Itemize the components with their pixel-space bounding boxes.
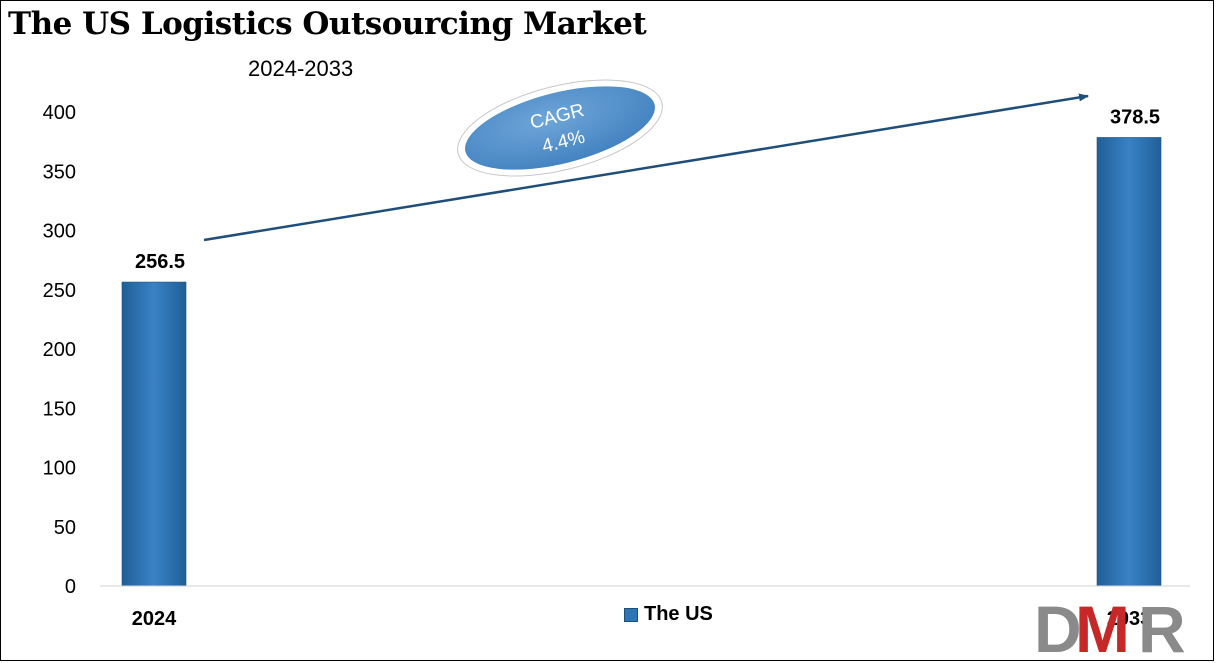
dmr-logo: D M R: [1034, 592, 1189, 663]
x-tick-label-2033: 2033: [1107, 608, 1152, 630]
y-tick-label: 200: [43, 339, 76, 361]
svg-text:R: R: [1138, 592, 1185, 663]
y-tick-label: 400: [43, 102, 76, 124]
legend-swatch: [624, 607, 638, 622]
y-tick-label: 150: [43, 398, 76, 420]
data-label-2033: 378.5: [1110, 106, 1160, 128]
data-label-2024: 256.5: [135, 251, 185, 273]
y-tick-label: 350: [43, 161, 76, 183]
legend-label: The US: [644, 603, 713, 625]
chart-subtitle: 2024-2033: [248, 56, 354, 81]
y-tick-label: 300: [43, 221, 76, 243]
legend: The US: [624, 603, 713, 626]
chart-title: The US Logistics Outsourcing Market: [8, 6, 647, 42]
y-tick-label: 250: [43, 280, 76, 302]
y-tick-label: 50: [54, 517, 76, 539]
cagr-arrow: [203, 93, 1089, 242]
bar-2033: [1096, 137, 1162, 587]
y-tick-label: 100: [43, 458, 76, 480]
bar-2024: [121, 281, 187, 587]
dmr-logo-text: D: [1034, 592, 1079, 663]
cagr-badge: CAGR 4.4%: [457, 79, 663, 177]
svg-text:M: M: [1075, 592, 1126, 663]
x-tick-label-2024: 2024: [132, 608, 177, 630]
y-tick-label: 0: [65, 576, 76, 598]
